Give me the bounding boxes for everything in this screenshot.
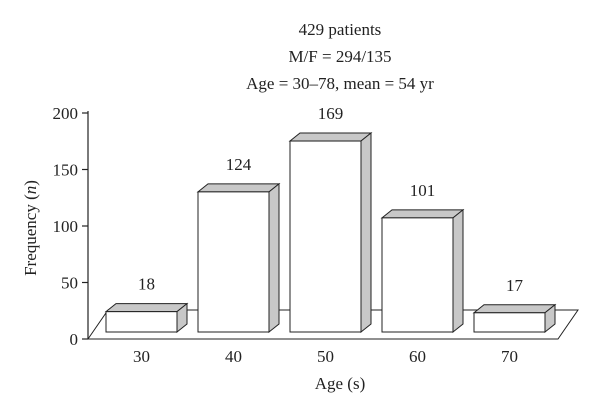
data-label: 18	[138, 275, 155, 294]
data-label: 124	[226, 155, 252, 174]
bar-top-face	[196, 183, 281, 193]
bar-front-face	[105, 311, 178, 333]
title-line-age-range: Age = 30–78, mean = 54 yr	[246, 74, 434, 93]
bar-side-face	[360, 131, 372, 334]
x-tick-label: 50	[317, 347, 334, 366]
x-tick-label: 70	[501, 347, 518, 366]
x-tick-label: 40	[225, 347, 242, 366]
x-tick-label: 30	[133, 347, 150, 366]
bar-60: 101	[380, 181, 465, 334]
bar-40: 124	[196, 155, 281, 334]
bar-30: 18	[104, 275, 189, 334]
chart-floor	[87, 309, 579, 340]
y-axis-label: Frequency (n)	[21, 180, 40, 276]
bar-side-face	[452, 208, 464, 334]
bar-top-face	[288, 132, 373, 142]
bar-top-face	[380, 209, 465, 219]
floor-outline	[87, 309, 579, 340]
chart-title: 429 patients M/F = 294/135 Age = 30–78, …	[246, 20, 434, 93]
y-tick-label: 200	[53, 104, 79, 123]
y-tick-label: 100	[53, 217, 79, 236]
x-tick-label: 60	[409, 347, 426, 366]
bars: 18 124 169 101 17	[104, 104, 557, 334]
title-line-patients: 429 patients	[299, 20, 382, 39]
y-axis-label-main: Frequency (	[21, 194, 40, 276]
data-label: 169	[318, 104, 344, 123]
y-axis-label-close: )	[21, 180, 40, 186]
data-label: 101	[410, 181, 436, 200]
bar-front-face	[289, 140, 362, 333]
bar-70: 17	[472, 276, 557, 334]
bar-top-face	[472, 304, 557, 314]
y-axis: 0 50 100 150 200	[53, 104, 89, 349]
x-tick-labels: 30 40 50 60 70	[133, 347, 518, 366]
data-label: 17	[506, 276, 524, 295]
y-tick-label: 0	[70, 330, 79, 349]
bar-top-face	[104, 303, 189, 313]
bar-front-face	[473, 312, 546, 333]
bar-50: 169	[288, 104, 373, 334]
y-tick-label: 150	[53, 161, 79, 180]
bar-front-face	[197, 191, 270, 333]
x-axis-label: Age (s)	[315, 374, 366, 393]
bar-side-face	[268, 182, 280, 334]
title-line-sex-ratio: M/F = 294/135	[288, 47, 391, 66]
bar-front-face	[381, 217, 454, 333]
y-tick-label: 50	[61, 274, 78, 293]
y-axis-label-italic: n	[21, 186, 40, 195]
